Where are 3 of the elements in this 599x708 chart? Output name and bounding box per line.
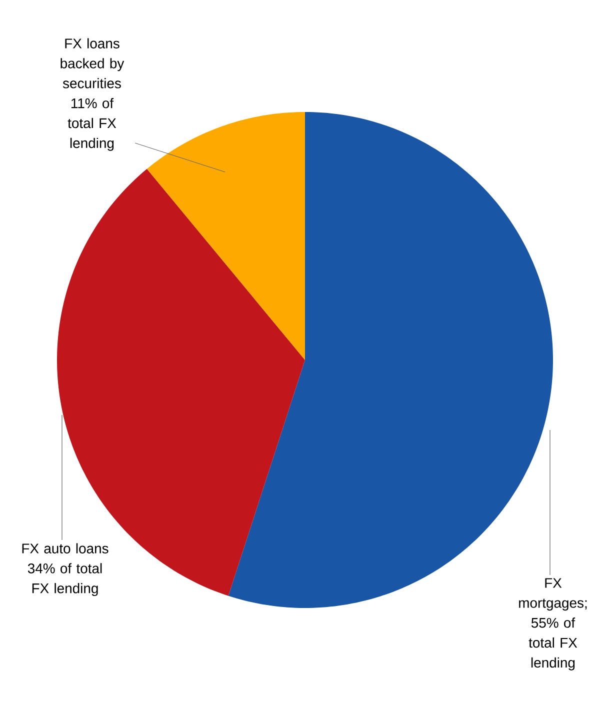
slice-label: FX auto loans 34% of total FX lending (22, 543, 108, 596)
slice-label: FX mortgages; 55% of total FX lending (519, 578, 587, 670)
slice-label: FX loans backed by securities 11% of total FX lending (60, 38, 124, 151)
